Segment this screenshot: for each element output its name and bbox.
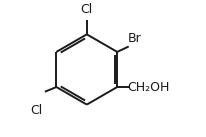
Text: Cl: Cl: [81, 3, 93, 16]
Text: CH₂OH: CH₂OH: [127, 81, 170, 94]
Text: Br: Br: [127, 32, 141, 45]
Text: Cl: Cl: [30, 104, 42, 117]
